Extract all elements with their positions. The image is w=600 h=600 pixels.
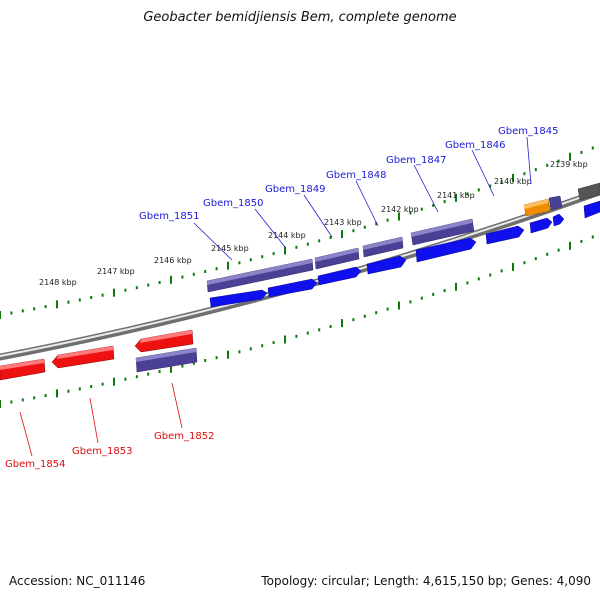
gene-label[interactable]: Gbem_1850 <box>203 198 263 209</box>
ruler-label: 2141 kbp <box>437 191 475 200</box>
ruler-label: 2140 kbp <box>494 177 532 186</box>
gene-arrow-1845a[interactable] <box>529 217 553 234</box>
ruler-label: 2144 kbp <box>268 231 306 240</box>
minus-strand-cds <box>135 347 198 373</box>
gene-label[interactable]: Gbem_1852 <box>154 431 214 442</box>
minus-gene-labels: Gbem_1854 Gbem_1853 Gbem_1852 <box>5 431 214 470</box>
cds-bar-next[interactable] <box>577 182 600 201</box>
minus-label-leaders <box>19 382 183 457</box>
ruler-labels: 2148 kbp 2147 kbp 2146 kbp 2145 kbp 2144… <box>39 160 588 287</box>
plus-gene-labels: Gbem_1851 Gbem_1850 Gbem_1849 Gbem_1848 … <box>139 126 558 222</box>
gene-arrow-1847[interactable] <box>415 237 477 263</box>
gene-arrow-1846[interactable] <box>485 225 525 245</box>
gene-label[interactable]: Gbem_1854 <box>5 459 65 470</box>
outer-tick-ruler <box>0 146 594 319</box>
plus-strand-genes <box>209 200 600 308</box>
map-title: Geobacter bemidjiensis Bem, complete gen… <box>143 10 457 25</box>
gene-label[interactable]: Gbem_1851 <box>139 211 199 222</box>
ruler-label: 2143 kbp <box>324 218 362 227</box>
gene-arrow-1848[interactable] <box>366 255 407 275</box>
ruler-label: 2139 kbp <box>550 160 588 169</box>
gene-label[interactable]: Gbem_1845 <box>498 126 558 137</box>
ruler-label: 2147 kbp <box>97 267 135 276</box>
gene-label[interactable]: Gbem_1846 <box>445 140 505 151</box>
gene-label[interactable]: Gbem_1849 <box>265 184 325 195</box>
ruler-label: 2142 kbp <box>381 205 419 214</box>
cds-bar-1845[interactable] <box>548 195 563 211</box>
plus-strand-cds <box>206 182 600 293</box>
gene-label[interactable]: Gbem_1853 <box>72 446 132 457</box>
gene-label[interactable]: Gbem_1847 <box>386 155 446 166</box>
gene-arrow-1851[interactable] <box>209 289 268 308</box>
accession-text: Accession: NC_011146 <box>9 574 146 588</box>
gene-arrow-1845b[interactable] <box>552 213 565 227</box>
gene-arrow-1849[interactable] <box>317 266 362 286</box>
ruler-label: 2146 kbp <box>154 256 192 265</box>
ruler-label: 2148 kbp <box>39 278 77 287</box>
inner-tick-ruler <box>0 235 594 408</box>
minus-strand-genes <box>0 329 194 381</box>
ruler-label: 2145 kbp <box>211 244 249 253</box>
genome-summary-text: Topology: circular; Length: 4,615,150 bp… <box>261 574 591 588</box>
gene-arrow-1850[interactable] <box>267 278 318 298</box>
gene-label[interactable]: Gbem_1848 <box>326 170 386 181</box>
plus-label-leaders <box>193 136 532 261</box>
gene-arrow-next[interactable] <box>583 200 600 219</box>
